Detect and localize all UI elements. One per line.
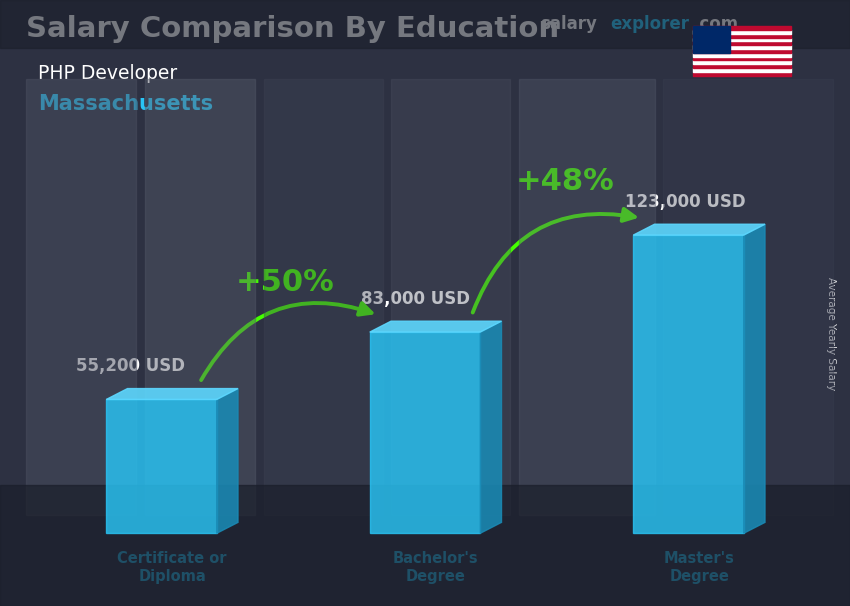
Text: Bachelor's
Degree: Bachelor's Degree: [393, 551, 479, 584]
Text: Salary Comparison By Education: Salary Comparison By Education: [26, 15, 558, 43]
Text: salary: salary: [540, 15, 597, 33]
Text: Massachusetts: Massachusetts: [38, 94, 213, 114]
Text: +50%: +50%: [235, 268, 334, 297]
Text: .com: .com: [694, 15, 739, 33]
Text: 83,000 USD: 83,000 USD: [361, 290, 470, 308]
Text: Certificate or
Diploma: Certificate or Diploma: [117, 551, 227, 584]
Text: 55,200 USD: 55,200 USD: [76, 357, 185, 375]
Text: explorer: explorer: [610, 15, 689, 33]
Text: Master's
Degree: Master's Degree: [664, 551, 734, 584]
Text: Average Yearly Salary: Average Yearly Salary: [826, 277, 836, 390]
Text: +48%: +48%: [516, 167, 615, 196]
Text: PHP Developer: PHP Developer: [38, 64, 178, 82]
Text: 123,000 USD: 123,000 USD: [625, 193, 745, 211]
